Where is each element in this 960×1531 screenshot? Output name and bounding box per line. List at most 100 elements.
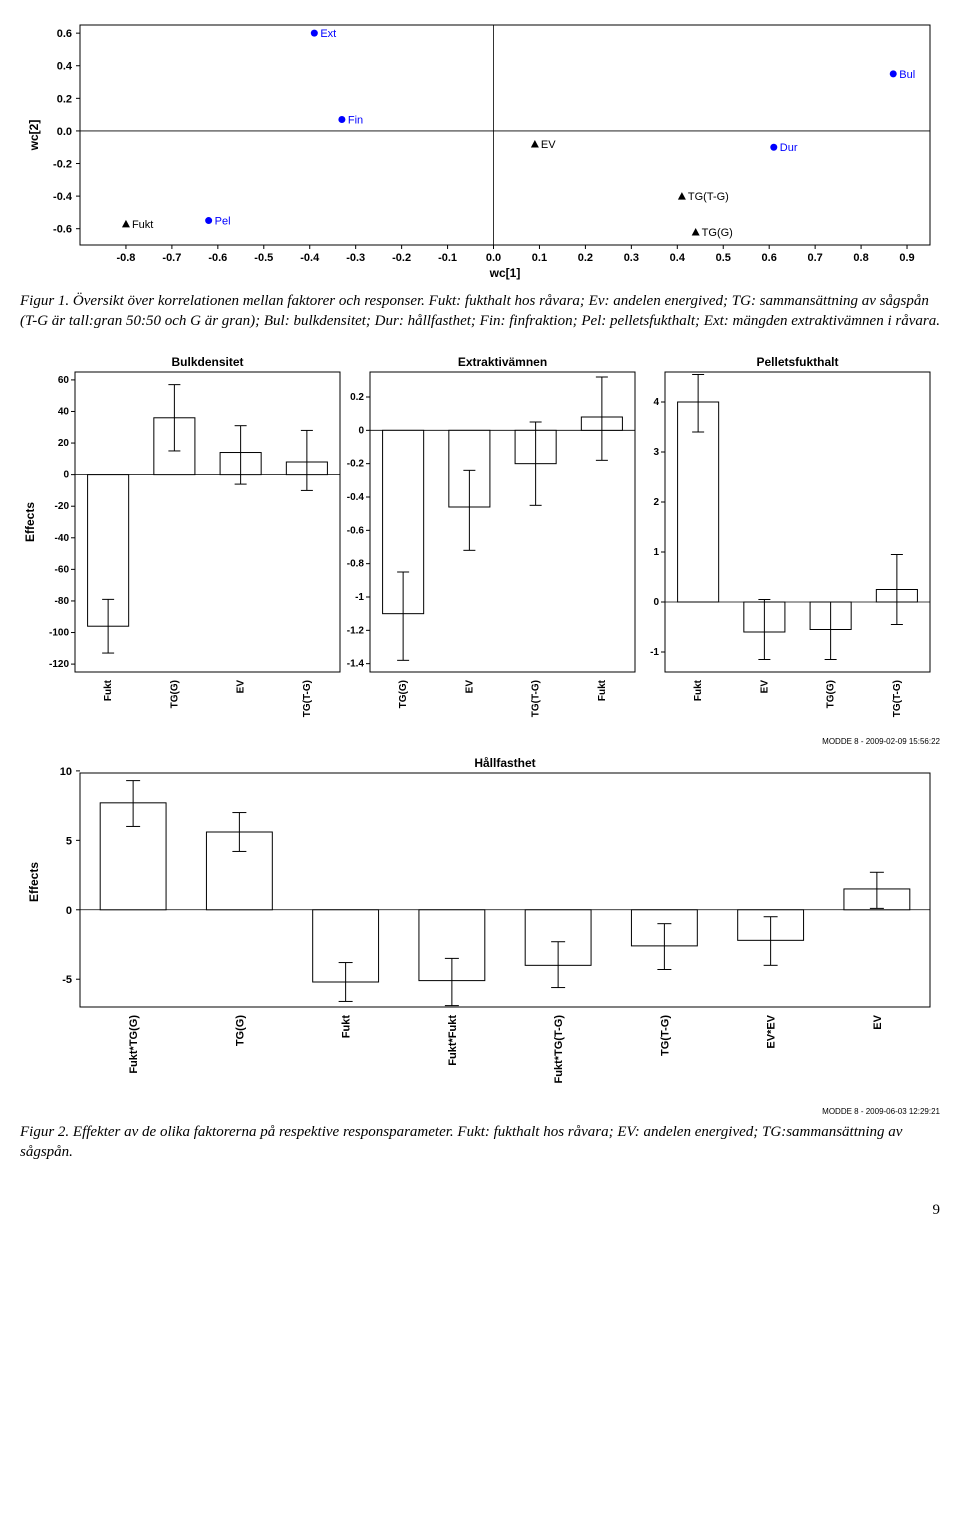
svg-text:4: 4: [653, 397, 659, 408]
svg-text:Fukt: Fukt: [132, 219, 153, 231]
svg-text:0.2: 0.2: [57, 93, 72, 105]
svg-text:0.6: 0.6: [57, 28, 72, 40]
figure2-caption: Figur 2. Effekter av de olika faktorerna…: [20, 1122, 940, 1163]
svg-text:Effects: Effects: [23, 501, 37, 541]
svg-text:0.8: 0.8: [853, 252, 868, 264]
figure1-caption: Figur 1. Översikt över korrelationen mel…: [20, 291, 940, 332]
svg-text:-0.2: -0.2: [347, 458, 365, 469]
svg-text:Fukt*TG(G): Fukt*TG(G): [128, 1014, 140, 1073]
svg-text:-0.3: -0.3: [346, 252, 365, 264]
svg-text:0.4: 0.4: [670, 252, 686, 264]
svg-text:Effects: Effects: [27, 861, 41, 901]
svg-text:0.0: 0.0: [57, 126, 72, 138]
svg-text:-0.2: -0.2: [392, 252, 411, 264]
svg-text:0: 0: [66, 904, 72, 916]
svg-text:-0.4: -0.4: [53, 191, 73, 203]
svg-text:0.5: 0.5: [716, 252, 731, 264]
svg-text:-1.2: -1.2: [347, 625, 365, 636]
svg-text:Bulkdensitet: Bulkdensitet: [171, 355, 243, 369]
svg-text:0.4: 0.4: [57, 61, 73, 73]
panels-svg: EffectsBulkdensitet6040200-20-40-60-80-1…: [20, 352, 940, 732]
svg-text:EV: EV: [464, 679, 475, 693]
svg-text:-0.7: -0.7: [162, 252, 181, 264]
svg-text:Fukt*Fukt: Fukt*Fukt: [447, 1014, 459, 1065]
svg-text:Fin: Fin: [348, 115, 363, 127]
svg-text:EV: EV: [759, 679, 770, 693]
svg-text:-0.6: -0.6: [347, 525, 365, 536]
svg-text:Dur: Dur: [780, 142, 798, 154]
svg-text:-0.6: -0.6: [53, 224, 72, 236]
svg-text:Hållfasthet: Hållfasthet: [474, 756, 535, 770]
svg-text:-0.8: -0.8: [347, 558, 365, 569]
svg-text:Fukt*TG(T-G): Fukt*TG(T-G): [553, 1014, 565, 1083]
svg-text:Pel: Pel: [215, 216, 231, 228]
svg-text:1: 1: [653, 547, 659, 558]
svg-text:Bul: Bul: [899, 69, 915, 81]
svg-text:Ext: Ext: [320, 28, 336, 40]
svg-text:-1: -1: [355, 592, 364, 603]
svg-text:2: 2: [653, 497, 659, 508]
svg-text:0.0: 0.0: [486, 252, 501, 264]
svg-text:Pelletsfukthalt: Pelletsfukthalt: [756, 355, 838, 369]
svg-text:-0.4: -0.4: [300, 252, 320, 264]
svg-text:TG(T-G): TG(T-G): [688, 191, 729, 203]
svg-text:TG(T-G): TG(T-G): [302, 680, 313, 717]
page-number: 9: [20, 1202, 940, 1219]
svg-text:EV: EV: [541, 139, 556, 151]
svg-text:-0.1: -0.1: [438, 252, 457, 264]
svg-text:Fukt: Fukt: [103, 679, 114, 701]
svg-text:TG(G): TG(G): [398, 680, 409, 708]
svg-text:wc[2]: wc[2]: [27, 120, 41, 152]
svg-text:-40: -40: [55, 532, 70, 543]
svg-text:-1: -1: [650, 647, 659, 658]
svg-text:Extraktivämnen: Extraktivämnen: [458, 355, 547, 369]
svg-text:0: 0: [358, 425, 364, 436]
svg-text:EV: EV: [872, 1014, 884, 1029]
svg-text:-20: -20: [55, 501, 70, 512]
svg-text:-60: -60: [55, 564, 70, 575]
hall-svg: Hållfasthet1050-5EffectsFukt*TG(G)TG(G)F…: [20, 752, 940, 1102]
svg-text:-1.4: -1.4: [347, 658, 365, 669]
svg-text:3: 3: [653, 447, 659, 458]
scatter-svg: 0.6 0.4 0.2 0.0 -0.2 -0.4 -0.6 -0.8 -0.7 -0.6 -0.5…: [20, 20, 940, 280]
three-panel-row: EffectsBulkdensitet6040200-20-40-60-80-1…: [20, 352, 940, 737]
hallfasthet-chart: Hållfasthet1050-5EffectsFukt*TG(G)TG(G)F…: [20, 752, 940, 1107]
svg-text:EV*EV: EV*EV: [766, 1014, 778, 1048]
svg-text:-120: -120: [49, 659, 69, 670]
svg-text:0: 0: [653, 597, 659, 608]
svg-text:-0.4: -0.4: [347, 492, 365, 503]
modde-credit-2: MODDE 8 - 2009-06-03 12:29:21: [20, 1107, 940, 1116]
svg-text:TG(T-G): TG(T-G): [892, 680, 903, 717]
svg-text:TG(G): TG(G): [169, 680, 180, 708]
svg-text:-0.6: -0.6: [208, 252, 227, 264]
svg-text:5: 5: [66, 835, 72, 847]
svg-text:EV: EV: [236, 679, 247, 693]
scatter-chart: 0.6 0.4 0.2 0.0 -0.2 -0.4 -0.6 -0.8 -0.7 -0.6 -0.5…: [20, 20, 940, 285]
svg-text:-80: -80: [55, 595, 70, 606]
svg-text:60: 60: [58, 374, 70, 385]
svg-text:TG(T-G): TG(T-G): [659, 1014, 671, 1055]
svg-text:Fukt: Fukt: [341, 1014, 353, 1038]
svg-text:0.7: 0.7: [807, 252, 822, 264]
svg-text:TG(G): TG(G): [702, 227, 733, 239]
svg-text:TG(G): TG(G): [826, 680, 837, 708]
svg-text:-5: -5: [62, 974, 72, 986]
svg-text:0.2: 0.2: [578, 252, 593, 264]
svg-text:0.6: 0.6: [762, 252, 777, 264]
svg-text:TG(T-G): TG(T-G): [531, 680, 542, 717]
svg-text:0.3: 0.3: [624, 252, 639, 264]
svg-text:0.9: 0.9: [899, 252, 914, 264]
svg-text:Fukt: Fukt: [693, 679, 704, 701]
svg-text:0: 0: [63, 469, 69, 480]
modde-credit-1: MODDE 8 - 2009-02-09 15:56:22: [20, 737, 940, 746]
svg-text:-100: -100: [49, 627, 69, 638]
svg-text:-0.2: -0.2: [53, 159, 72, 171]
svg-text:Fukt: Fukt: [597, 679, 608, 701]
svg-text:-0.5: -0.5: [254, 252, 273, 264]
svg-text:20: 20: [58, 438, 70, 449]
svg-text:-0.8: -0.8: [116, 252, 135, 264]
svg-text:wc[1]: wc[1]: [489, 266, 521, 280]
svg-text:40: 40: [58, 406, 70, 417]
svg-text:TG(G): TG(G): [234, 1014, 246, 1045]
svg-text:0.1: 0.1: [532, 252, 547, 264]
